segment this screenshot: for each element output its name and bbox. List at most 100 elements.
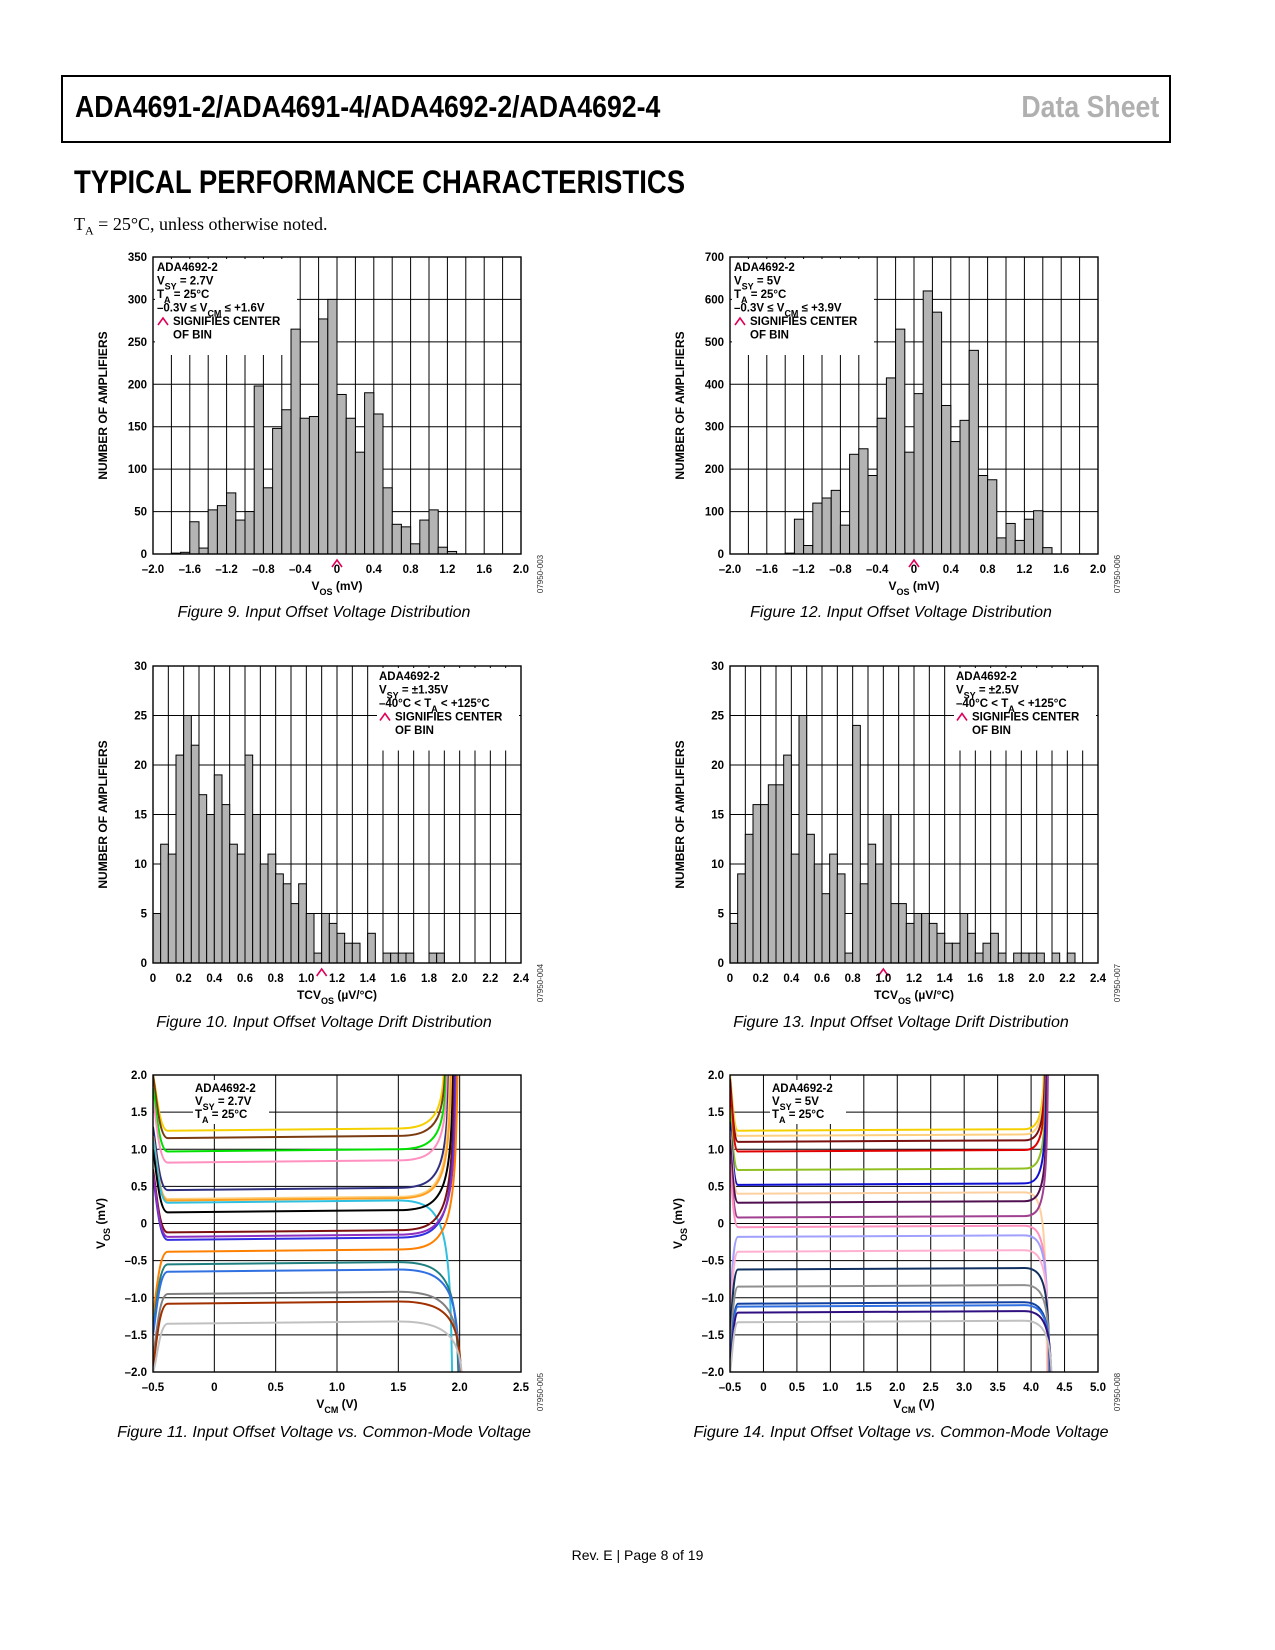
plot-frame [152,1074,522,1373]
plot-frame [729,1074,1099,1373]
x-tick-label: 0 [334,564,340,576]
x-axis-label: VOS (mV) [311,579,362,597]
x-tick-label: 0.4 [366,564,383,576]
legend-line: OF BIN [750,330,789,342]
figure-10-caption: Figure 10. Input Offset Voltage Drift Di… [156,1014,492,1031]
legend-bg [954,668,1096,751]
series-line [153,1075,448,1153]
x-tick-label: 4.5 [1057,1382,1074,1394]
bin-marker-icon [956,712,968,721]
y-tick-label: 0 [141,1219,147,1231]
x-tick-label: 2.0 [452,1382,468,1394]
x-tick-label: 1.4 [937,973,954,985]
legend-line: VSY = 5V [734,276,781,292]
bin-center-marker [908,558,920,568]
legend-line: OF BIN [395,725,434,737]
series-line [153,1075,449,1164]
x-tick-label: –0.5 [142,1382,165,1394]
x-axis-label: TCVOS (µV/°C) [297,988,377,1006]
x-tick-label: 1.8 [421,973,438,985]
bin-marker-icon [157,316,169,326]
x-axis-label: VCM (V) [893,1397,934,1415]
figure-code: 07950-004 [536,963,545,1002]
x-tick-label: 2.5 [923,1382,940,1394]
x-tick-label: 1.8 [998,973,1015,985]
x-tick-label: 0.4 [783,973,800,985]
series-group [153,1075,463,1372]
bin-center-marker [331,558,343,568]
x-tick-label: 0.5 [268,1382,285,1394]
x-tick-label: 2.0 [1090,564,1106,576]
x-tick-label: 3.5 [990,1382,1007,1394]
series-line [730,1319,1053,1372]
x-tick-label: 1.2 [329,973,345,985]
bin-center-marker [316,967,328,977]
y-tick-label: 0.5 [131,1181,148,1193]
series-line [153,1075,459,1315]
legend-bg [770,1080,846,1124]
x-tick-label: –1.2 [792,564,814,576]
plot-frame [152,256,522,555]
legend-line: ADA4692-2 [379,671,440,683]
x-tick-label: 2.0 [513,564,529,576]
y-tick-label: –0.5 [702,1256,725,1268]
series-group [730,1075,1053,1372]
y-tick-label: 350 [128,252,147,264]
y-tick-label: 20 [711,760,724,772]
series-line [153,1075,458,1238]
y-tick-label: 15 [134,810,147,822]
x-tick-label: 1.6 [390,973,406,985]
note-sub: A [85,223,94,238]
x-tick-label: 1.4 [360,973,377,985]
series-line [153,1075,450,1192]
series-line [730,1234,1050,1372]
y-tick-label: 0.5 [708,1181,725,1193]
legend-line: VSY = 5V [772,1096,819,1112]
x-tick-label: 2.2 [482,973,498,985]
legend-line: SIGNIFIES CENTER [173,316,281,328]
series-line [730,1164,1050,1372]
x-tick-label: –0.5 [719,1382,742,1394]
legend-line: –40°C < TA < +125°C [956,698,1067,714]
legend-bg [193,1080,269,1124]
y-axis-label: NUMBER OF AMPLIFIERS [673,331,687,479]
legend-line: OF BIN [173,330,212,342]
y-axis-label: NUMBER OF AMPLIFIERS [96,331,110,479]
x-tick-label: 1.2 [1016,564,1032,576]
x-tick-label: 2.0 [889,1382,905,1394]
legend-line: ADA4692-2 [195,1083,256,1095]
x-tick-label: –0.8 [252,564,275,576]
y-tick-label: 600 [705,294,724,306]
figure-code: 07950-007 [1113,963,1122,1002]
y-tick-label: 50 [134,507,147,519]
x-tick-label: 0.6 [237,973,253,985]
y-tick-label: 1.5 [708,1107,725,1119]
x-tick-label: 1.6 [1053,564,1069,576]
header-box: ADA4691-2/ADA4691-4/ADA4692-2/ADA4692-4 … [61,75,1171,143]
x-tick-label: –1.6 [179,564,201,576]
figure-code: 07950-006 [1113,554,1122,593]
series-line [153,1268,461,1372]
y-tick-label: 25 [134,711,147,723]
x-tick-label: 3.0 [956,1382,972,1394]
y-tick-label: 1.5 [131,1107,148,1119]
x-tick-label: 1.6 [476,564,492,576]
y-tick-label: –2.0 [702,1367,724,1379]
x-tick-label: 0.2 [176,973,192,985]
note-rest: = 25°C, unless otherwise noted. [93,214,328,234]
y-tick-label: 30 [134,661,147,673]
x-tick-label: 2.4 [513,973,530,985]
bin-marker-icon [734,316,746,326]
x-tick-label: 0 [211,1382,217,1394]
y-tick-label: 150 [128,422,147,434]
x-tick-label: –2.0 [142,564,164,576]
x-tick-label: 2.4 [1090,973,1107,985]
doc-type: Data Sheet [1021,89,1159,124]
legend-line: TA = 25°C [734,289,786,305]
x-tick-label: –2.0 [719,564,741,576]
